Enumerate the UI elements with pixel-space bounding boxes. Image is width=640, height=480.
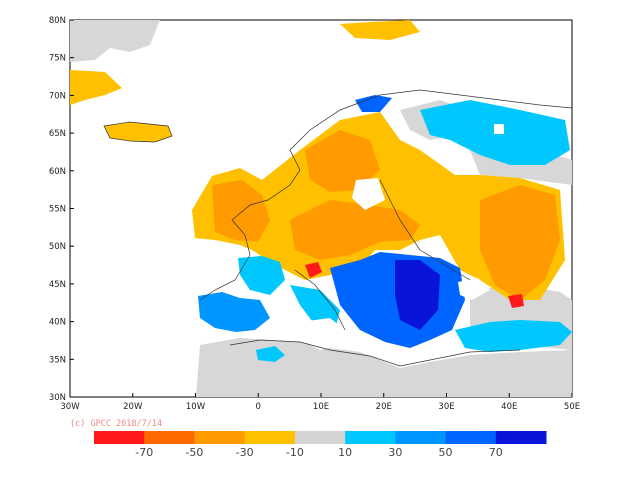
nodata-mediterranean	[300, 318, 345, 350]
longitude-axis: 30W 20W 10W 0 10E 20E 30E 40E 50E	[60, 393, 580, 412]
colorbar-swatch	[94, 431, 145, 444]
colorbar-swatch	[445, 431, 497, 444]
lon-tick-label: 30W	[60, 402, 80, 412]
colorbar-label: 70	[489, 446, 503, 459]
nodata-baltic	[352, 178, 385, 210]
dry-orange-core-germany	[290, 200, 420, 260]
nodata-arctic-patch	[494, 124, 504, 134]
lon-tick-label: 40E	[501, 402, 517, 412]
land-grey-africa	[196, 338, 572, 397]
colorbar-swatch	[345, 431, 396, 444]
lon-tick-label: 20E	[376, 402, 392, 412]
dry-orange-russia	[480, 185, 560, 300]
wet-turkey	[455, 320, 572, 352]
colorbar-label: 10	[338, 446, 352, 459]
colorbar-swatch	[495, 431, 547, 444]
dry-greenland-east	[70, 70, 122, 105]
wet-france-south	[238, 256, 285, 295]
anomaly-shading	[70, 20, 572, 397]
dry-orange-scandinavia	[305, 130, 380, 192]
lon-tick-label: 10W	[186, 402, 206, 412]
colorbar-label: -10	[286, 446, 304, 459]
coastlines	[103, 89, 573, 367]
colorbar-label: -50	[185, 446, 203, 459]
lon-tick-label: 50E	[564, 402, 580, 412]
coastline-italy	[294, 269, 346, 331]
lat-tick-label: 40N	[49, 318, 66, 328]
latitude-axis: 30N 35N 40N 45N 50N 55N 60N 65N 70N 75N 80N	[49, 16, 74, 403]
lat-tick-label: 70N	[49, 91, 66, 101]
dry-red-alps	[305, 262, 322, 278]
dry-orange-core-uk-france	[212, 180, 270, 242]
colorbar-swatch	[244, 431, 296, 444]
lat-tick-label: 75N	[49, 54, 66, 64]
lon-tick-label: 30E	[438, 402, 454, 412]
land-grey-greenland	[70, 20, 160, 62]
lon-tick-label: 0	[256, 402, 261, 412]
lon-tick-label: 10E	[313, 402, 329, 412]
lon-tick-label: 20W	[123, 402, 143, 412]
wet-morocco	[256, 346, 285, 362]
lat-tick-label: 80N	[49, 16, 66, 26]
coastline-europe	[199, 89, 573, 301]
coastline-iceland	[103, 121, 173, 143]
colorbar-swatch	[194, 431, 246, 444]
dry-svalbard	[340, 20, 420, 40]
border-east	[379, 179, 471, 281]
colorbar-swatch	[294, 431, 346, 444]
wet-balkans-core	[395, 260, 440, 330]
colorbar-label: -70	[135, 446, 153, 459]
lat-tick-label: 35N	[49, 355, 66, 365]
colorbar-swatch	[144, 431, 195, 444]
coastline-mediterranean	[229, 339, 521, 367]
colorbar-label: -30	[236, 446, 254, 459]
dry-red-caucasus	[508, 294, 524, 308]
colorbar-swatch	[395, 431, 447, 444]
nodata-black-sea	[458, 278, 490, 300]
wet-norway-north	[355, 95, 392, 112]
lat-tick-label: 30N	[49, 393, 66, 403]
colorbar: -70 -50 -30 -10 10 30 50 70	[94, 431, 547, 459]
dry-iceland	[104, 122, 172, 142]
wet-iberia	[198, 292, 270, 332]
lat-tick-label: 45N	[49, 280, 66, 290]
copyright-text: (c) GPCC 2018/7/14	[70, 419, 162, 429]
colorbar-label: 30	[388, 446, 402, 459]
lat-tick-label: 60N	[49, 167, 66, 177]
dry-western-europe	[192, 112, 565, 300]
colorbar-label: 50	[439, 446, 453, 459]
lat-tick-label: 50N	[49, 242, 66, 252]
lat-tick-label: 65N	[49, 129, 66, 139]
lat-tick-label: 55N	[49, 205, 66, 215]
